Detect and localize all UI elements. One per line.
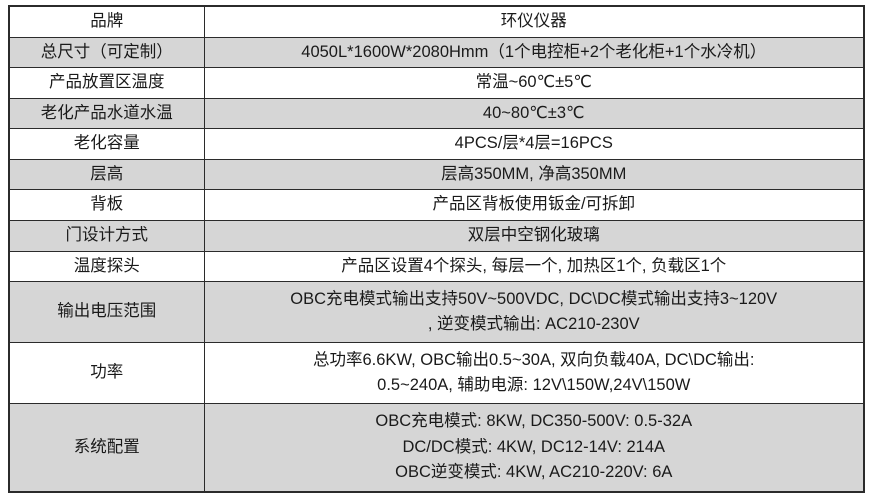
spec-value-cell: 4050L*1600W*2080Hmm（1个电控柜+2个老化柜+1个水冷机） (203, 36, 865, 69)
table-row: 品牌 环仪仪器 (8, 5, 865, 38)
spec-label-cell: 温度探头 (8, 250, 205, 283)
spec-value-text: OBC充电模式输出支持50V~500VDC, DC\DC模式输出支持3~120V… (290, 289, 778, 334)
spec-value-cell: 常温~60℃±5℃ (203, 67, 865, 99)
spec-label-cell: 系统配置 (8, 403, 205, 493)
spec-value-cell: 产品区设置4个探头, 每层一个, 加热区1个, 负载区1个 (203, 250, 865, 283)
spec-label-cell: 层高 (8, 158, 205, 191)
table-row: 背板 产品区背板使用钣金/可拆卸 (8, 189, 865, 222)
spec-label-text: 系统配置 (73, 437, 140, 456)
spec-value-text: 常温~60℃±5℃ (475, 73, 592, 92)
spec-value-text: 产品区背板使用钣金/可拆卸 (432, 195, 636, 214)
spec-value-text: OBC充电模式: 8KW, DC350-500V: 0.5-32A DC/DC模… (375, 412, 693, 482)
spec-label-text: 产品放置区温度 (49, 73, 165, 92)
table-row: 输出电压范围 OBC充电模式输出支持50V~500VDC, DC\DC模式输出支持… (8, 281, 865, 344)
spec-value-cell: OBC充电模式输出支持50V~500VDC, DC\DC模式输出支持3~120V… (203, 281, 865, 344)
table-row: 门设计方式 双层中空钢化玻璃 (8, 220, 865, 252)
spec-label-text: 老化产品水道水温 (40, 103, 173, 122)
spec-label-text: 背板 (90, 195, 124, 214)
spec-value-text: 环仪仪器 (500, 12, 567, 30)
spec-value-text: 层高350MM, 净高350MM (441, 164, 627, 183)
spec-label-cell: 老化容量 (8, 128, 205, 160)
spec-value-text: 产品区设置4个探头, 每层一个, 加热区1个, 负载区1个 (341, 256, 727, 275)
spec-value-cell: 40~80℃±3℃ (203, 97, 865, 130)
spec-label-cell: 品牌 (8, 5, 205, 38)
spec-value-text: 4050L*1600W*2080Hmm（1个电控柜+2个老化柜+1个水冷机） (301, 42, 767, 61)
spec-value-cell: 产品区背板使用钣金/可拆卸 (203, 189, 865, 222)
spec-label-cell: 老化产品水道水温 (8, 97, 205, 130)
product-specification-table: 品牌 环仪仪器总尺寸（可定制） 4050L*1600W*2080Hmm（1个电控柜+… (8, 5, 865, 493)
spec-value-text: 总功率6.6KW, OBC输出0.5~30A, 双向负载40A, DC\DC输出… (313, 350, 755, 395)
spec-value-text: 4PCS/层*4层=16PCS (454, 134, 613, 153)
table-row: 总尺寸（可定制） 4050L*1600W*2080Hmm（1个电控柜+2个老化柜+… (8, 36, 865, 69)
spec-label-text: 输出电压范围 (57, 302, 157, 321)
table-row: 层高 层高350MM, 净高350MM (8, 158, 865, 191)
table-row: 老化容量 4PCS/层*4层=16PCS (8, 128, 865, 160)
spec-value-cell: 层高350MM, 净高350MM (203, 158, 865, 191)
table-row: 温度探头 产品区设置4个探头, 每层一个, 加热区1个, 负载区1个 (8, 250, 865, 283)
spec-value-cell: OBC充电模式: 8KW, DC350-500V: 0.5-32A DC/DC模… (203, 403, 865, 493)
table-row: 产品放置区温度 常温~60℃±5℃ (8, 67, 865, 99)
spec-label-text: 层高 (90, 164, 124, 183)
specification-table-container: 品牌 环仪仪器总尺寸（可定制） 4050L*1600W*2080Hmm（1个电控柜+… (8, 5, 865, 493)
spec-value-cell: 总功率6.6KW, OBC输出0.5~30A, 双向负载40A, DC\DC输出… (203, 342, 865, 405)
table-row: 系统配置 OBC充电模式: 8KW, DC350-500V: 0.5-32A DC… (8, 403, 865, 493)
table-body: 品牌 环仪仪器总尺寸（可定制） 4050L*1600W*2080Hmm（1个电控柜+… (8, 5, 865, 493)
spec-label-text: 功率 (90, 363, 124, 382)
spec-value-text: 双层中空钢化玻璃 (467, 226, 600, 245)
spec-label-text: 品牌 (90, 12, 124, 30)
spec-label-text: 门设计方式 (65, 226, 149, 245)
spec-value-cell: 环仪仪器 (203, 5, 865, 38)
spec-label-cell: 产品放置区温度 (8, 67, 205, 99)
table-row: 老化产品水道水温 40~80℃±3℃ (8, 97, 865, 130)
spec-label-cell: 门设计方式 (8, 220, 205, 252)
spec-label-cell: 总尺寸（可定制） (8, 36, 205, 69)
spec-label-text: 总尺寸（可定制） (40, 42, 173, 61)
spec-value-text: 40~80℃±3℃ (482, 103, 585, 122)
table-row: 功率 总功率6.6KW, OBC输出0.5~30A, 双向负载40A, DC\DC… (8, 342, 865, 405)
spec-label-cell: 功率 (8, 342, 205, 405)
spec-label-text: 老化容量 (73, 134, 140, 153)
spec-label-text: 温度探头 (73, 256, 140, 275)
spec-value-cell: 4PCS/层*4层=16PCS (203, 128, 865, 160)
spec-value-cell: 双层中空钢化玻璃 (203, 220, 865, 252)
spec-label-cell: 背板 (8, 189, 205, 222)
spec-label-cell: 输出电压范围 (8, 281, 205, 344)
